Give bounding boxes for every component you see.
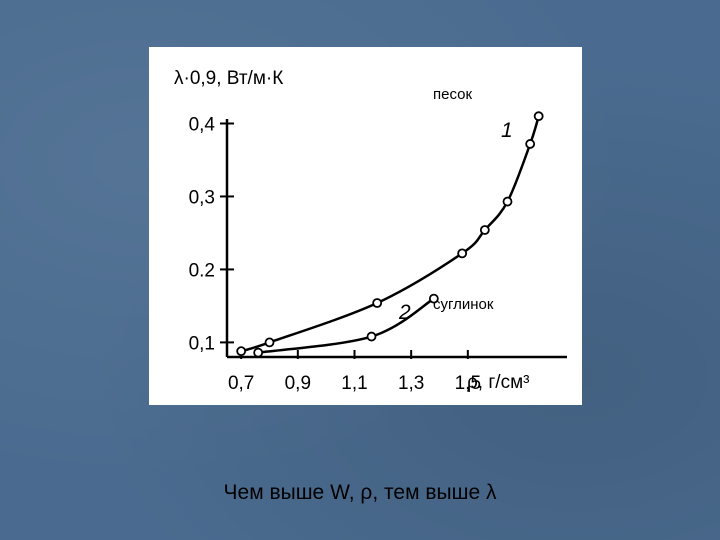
ticks-layer: 0,1 0.2 0,3 0,4 0,7 0,9 1,1 1,3 1,5 (189, 114, 481, 394)
curve-label-1: 1 (501, 119, 513, 142)
x-tick-label: 0,9 (285, 373, 311, 394)
y-tick-label: 0.2 (189, 260, 215, 281)
data-point-series-1 (533, 111, 544, 122)
x-axis-title: ρ, г/см³ (467, 372, 529, 393)
caption: Чем выше W, ρ, тем выше λ (223, 481, 497, 504)
annotation-suglinok: суглинок (433, 296, 494, 313)
x-tick-label: 1,1 (341, 373, 367, 394)
y-axis-title: λ·0,9, Вт/м·К (174, 68, 283, 89)
x-tick-label: 1,5 (455, 373, 481, 394)
annotation-pesok: песок (433, 86, 472, 103)
data-point-series-1 (236, 346, 247, 357)
x-axis-title-text: ρ, г/см³ (467, 372, 529, 393)
points-layer (236, 111, 544, 358)
y-tick-label: 0,4 (189, 114, 216, 135)
x-tick-label: 0,7 (228, 373, 254, 394)
data-point-series-1 (264, 337, 275, 348)
x-tick-label: 1,3 (398, 373, 424, 394)
chart-panel: λ·0,9, Вт/м·К ρ, г/см³ песок суглинок 1 … (149, 47, 582, 405)
y-tick-label: 0,1 (189, 333, 215, 354)
data-point-series-1 (457, 248, 468, 259)
chart: λ·0,9, Вт/м·К ρ, г/см³ песок суглинок 1 … (174, 68, 567, 394)
data-point-series-1 (372, 298, 383, 308)
data-point-series-1 (525, 139, 536, 149)
curves-layer (240, 115, 540, 354)
data-point-series-1 (479, 225, 490, 235)
data-point-series-2 (428, 293, 439, 304)
series-line-1 (240, 115, 540, 353)
data-point-series-2 (253, 347, 264, 358)
data-point-series-2 (366, 331, 377, 342)
data-point-series-1 (502, 196, 513, 207)
y-tick-label: 0,3 (189, 187, 215, 208)
